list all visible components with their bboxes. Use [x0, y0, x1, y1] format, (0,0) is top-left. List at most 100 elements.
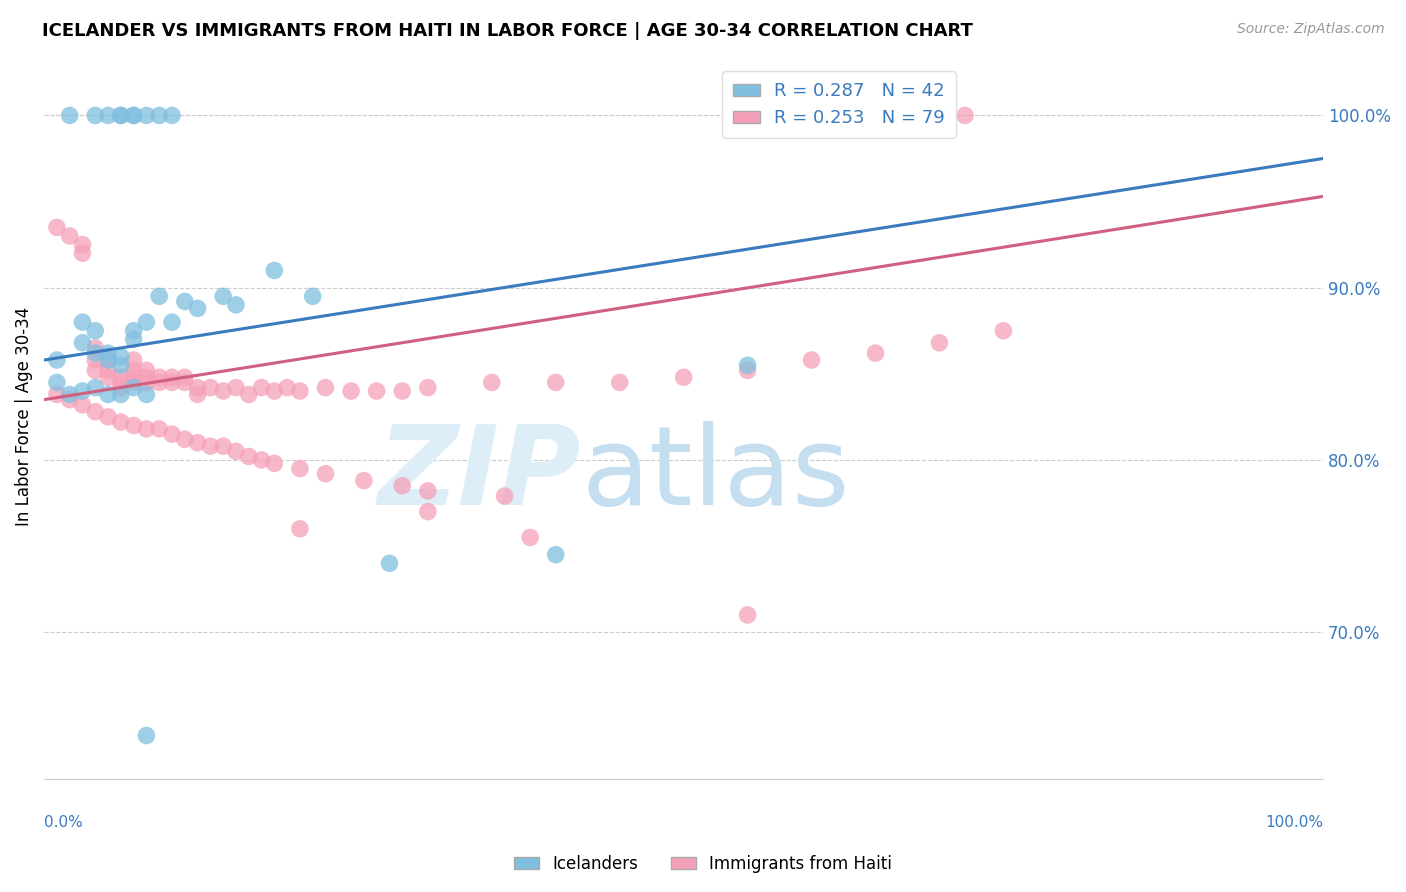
Point: [135, 363, 157, 377]
Point: [148, 376, 170, 390]
Point: [110, 387, 132, 401]
Point: [238, 450, 260, 464]
Point: [288, 522, 311, 536]
Point: [110, 358, 132, 372]
Point: [200, 381, 222, 395]
Point: [519, 531, 541, 545]
Point: [110, 108, 132, 122]
Point: [45, 387, 67, 401]
Point: [225, 444, 247, 458]
Text: atlas: atlas: [581, 421, 849, 528]
Point: [97, 346, 120, 360]
Text: 0.0%: 0.0%: [44, 814, 83, 830]
Point: [72, 335, 94, 350]
Point: [122, 332, 145, 346]
Point: [315, 381, 337, 395]
Point: [416, 483, 439, 498]
Point: [416, 505, 439, 519]
Point: [84, 324, 107, 338]
Point: [160, 427, 183, 442]
Point: [84, 353, 107, 368]
Point: [72, 246, 94, 260]
Point: [84, 108, 107, 122]
Point: [353, 474, 375, 488]
Text: ICELANDER VS IMMIGRANTS FROM HAITI IN LABOR FORCE | AGE 30-34 CORRELATION CHART: ICELANDER VS IMMIGRANTS FROM HAITI IN LA…: [42, 22, 973, 40]
Point: [212, 289, 235, 303]
Point: [378, 556, 401, 570]
Point: [72, 384, 94, 398]
Point: [84, 363, 107, 377]
Point: [135, 315, 157, 329]
Y-axis label: In Labor Force | Age 30-34: In Labor Force | Age 30-34: [15, 307, 32, 526]
Point: [953, 108, 976, 122]
Point: [110, 350, 132, 364]
Point: [84, 346, 107, 360]
Point: [84, 381, 107, 395]
Point: [110, 381, 132, 395]
Point: [160, 370, 183, 384]
Point: [135, 729, 157, 743]
Point: [45, 376, 67, 390]
Point: [148, 422, 170, 436]
Point: [97, 363, 120, 377]
Point: [391, 479, 413, 493]
Point: [110, 370, 132, 384]
Point: [148, 108, 170, 122]
Text: Source: ZipAtlas.com: Source: ZipAtlas.com: [1237, 22, 1385, 37]
Point: [135, 422, 157, 436]
Point: [84, 405, 107, 419]
Point: [72, 315, 94, 329]
Point: [110, 108, 132, 122]
Point: [173, 370, 195, 384]
Point: [238, 387, 260, 401]
Point: [340, 384, 363, 398]
Point: [187, 435, 209, 450]
Legend: Icelanders, Immigrants from Haiti: Icelanders, Immigrants from Haiti: [508, 848, 898, 880]
Point: [800, 353, 823, 368]
Point: [263, 456, 285, 470]
Point: [97, 409, 120, 424]
Point: [187, 301, 209, 316]
Point: [865, 346, 887, 360]
Point: [110, 376, 132, 390]
Point: [97, 353, 120, 368]
Point: [173, 376, 195, 390]
Point: [97, 108, 120, 122]
Point: [97, 387, 120, 401]
Point: [122, 108, 145, 122]
Point: [122, 381, 145, 395]
Point: [122, 324, 145, 338]
Point: [187, 381, 209, 395]
Point: [122, 418, 145, 433]
Point: [122, 353, 145, 368]
Point: [84, 341, 107, 355]
Point: [263, 263, 285, 277]
Point: [212, 384, 235, 398]
Point: [135, 376, 157, 390]
Point: [993, 324, 1015, 338]
Point: [737, 607, 759, 622]
Point: [301, 289, 323, 303]
Point: [160, 315, 183, 329]
Point: [122, 108, 145, 122]
Point: [160, 376, 183, 390]
Point: [122, 376, 145, 390]
Point: [45, 220, 67, 235]
Point: [148, 289, 170, 303]
Point: [122, 363, 145, 377]
Point: [263, 384, 285, 398]
Point: [212, 439, 235, 453]
Point: [59, 387, 82, 401]
Point: [609, 376, 631, 390]
Point: [288, 461, 311, 475]
Point: [59, 392, 82, 407]
Point: [135, 387, 157, 401]
Point: [288, 384, 311, 398]
Point: [122, 370, 145, 384]
Text: ZIP: ZIP: [378, 421, 581, 528]
Point: [225, 381, 247, 395]
Point: [135, 370, 157, 384]
Point: [173, 294, 195, 309]
Point: [366, 384, 388, 398]
Point: [544, 376, 567, 390]
